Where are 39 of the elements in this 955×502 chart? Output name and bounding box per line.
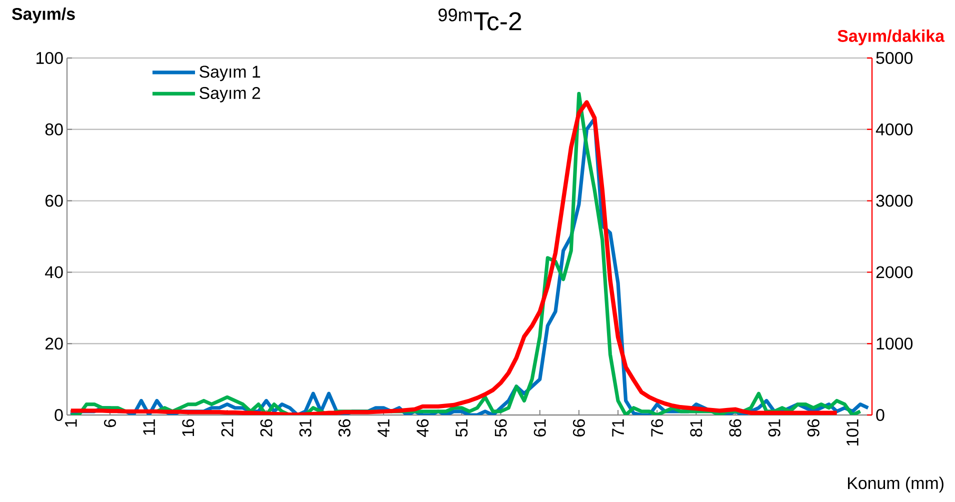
chart-title: $^{99m}$Tc-2 [438,8,522,30]
x-tick-label: 36 [338,419,350,437]
x-tick-label: 66 [572,419,585,436]
x-tick-label: 81 [690,419,702,437]
x-tick-label: 56 [494,419,507,437]
x-tick-label: 1 [65,419,77,427]
y2-tick-label: 2000 [876,266,913,278]
y2-tick-label: 1000 [876,338,913,350]
x-tick-label: 21 [221,419,234,436]
x-tick-label: 26 [260,419,272,436]
x-tick-label: 51 [456,419,468,437]
y-tick-label: 40 [45,266,63,278]
legend-label: Sayım 2 [200,87,260,102]
x-tick-label: 61 [534,419,546,436]
x-tick-label: 46 [416,419,429,437]
x-tick-label: 11 [143,419,155,435]
x-tick-label: 86 [729,419,742,437]
y-axis-title: Sayım/s [12,8,75,24]
y2-tick-label: 5000 [876,52,913,64]
x-tick-label: 71 [612,419,624,436]
x-tick-label: 31 [299,419,312,437]
y2-axis-title: Sayım/dakika [838,30,945,46]
x-tick-label: 6 [104,419,116,428]
x-axis-title: Konum (mm) [848,476,944,492]
y2-tick-label: 4000 [876,123,913,136]
y2-tick-label: 3000 [876,194,913,207]
y-tick-label: 0 [54,409,63,421]
y2-tick-label: 0 [876,409,884,421]
x-tick-label: 76 [651,419,664,436]
x-tick-label: 41 [378,419,390,437]
x-tick-label: 101 [846,419,858,446]
legend-label: Sayım 1 [200,66,260,82]
x-tick-label: 16 [182,419,194,436]
x-tick-label: 91 [768,419,780,437]
x-tick-label: 96 [807,419,820,437]
y-tick-label: 60 [46,194,63,207]
y-tick-label: 20 [46,338,63,350]
y-tick-label: 100 [36,52,63,64]
y-tick-label: 80 [45,123,63,136]
